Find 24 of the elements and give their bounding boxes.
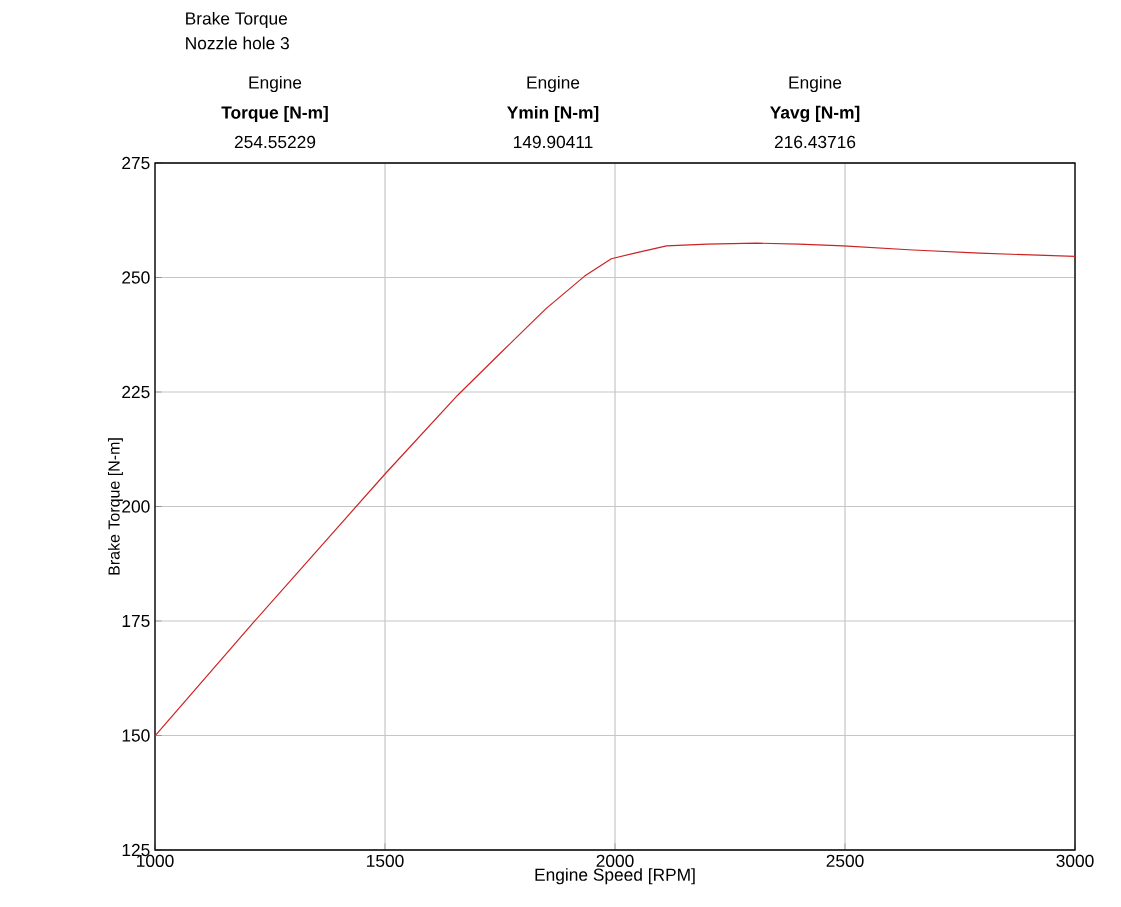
y-tick-label: 275: [122, 156, 150, 170]
text: Ymin [N-m]: [507, 105, 599, 123]
x-axis-title: Engine Speed [RPM]: [535, 868, 695, 885]
text: Torque [N-m]: [221, 105, 328, 123]
y-tick-label: 250: [122, 271, 150, 284]
x-tick-label: 2000: [596, 854, 634, 867]
text: Engine: [527, 75, 580, 93]
text: 216.43716: [774, 135, 856, 149]
y-tick-label: 200: [122, 500, 150, 513]
text: Engine: [249, 75, 302, 93]
text: 254.55229: [234, 135, 316, 149]
x-tick-label: 2500: [826, 854, 864, 867]
y-axis-title: Brake Torque [N-m]: [107, 438, 123, 575]
y-tick-label: 225: [122, 385, 150, 399]
line-series: [154, 242, 1076, 737]
x-tick-label: 1500: [367, 854, 404, 867]
text: Engine: [789, 75, 842, 93]
text: 149.90411: [514, 135, 593, 149]
chart-subtitle: Nozzle hole 3: [186, 36, 289, 50]
y-tick-label: 150: [122, 729, 150, 742]
chart-title: Brake Torque: [186, 11, 288, 29]
y-tick-label: 175: [122, 614, 150, 628]
text: Yavg [N-m]: [770, 105, 860, 123]
x-tick-label: 3000: [1056, 854, 1094, 867]
